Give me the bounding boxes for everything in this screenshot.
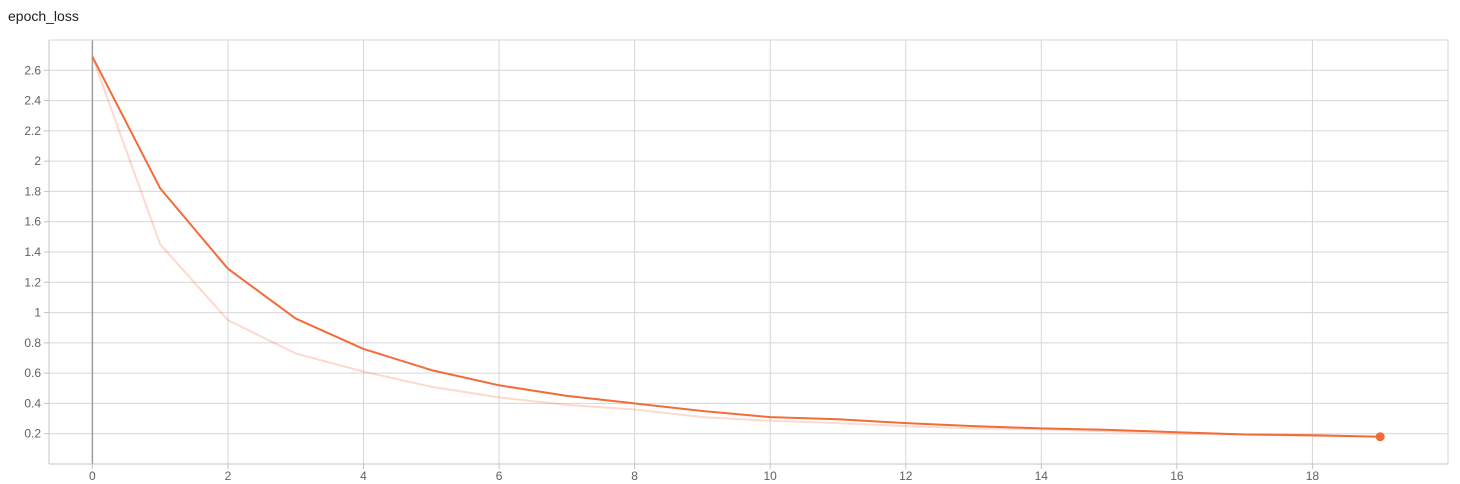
y-tick-label: 1.4 <box>24 245 41 259</box>
y-tick-label: 0.8 <box>24 336 41 350</box>
y-tick-label: 0.2 <box>24 427 41 441</box>
chart-title: epoch_loss <box>8 8 79 24</box>
x-tick-label: 16 <box>1170 469 1184 483</box>
x-tick-label: 8 <box>631 469 638 483</box>
x-tick-label: 10 <box>764 469 778 483</box>
x-tick-label: 2 <box>225 469 232 483</box>
series-line-raw <box>91 56 1381 438</box>
tick-labels: 0.2 0.4 0.6 0.8 1 1.2 1.4 1.6 1.8 2 2.2 2.4 2.6 0 2 4 6 8… <box>24 63 1319 483</box>
y-tick-label: 1.8 <box>24 184 41 198</box>
y-tick-label: 2.2 <box>24 124 41 138</box>
y-tick-label: 2.6 <box>24 63 41 77</box>
series <box>91 56 1385 442</box>
y-tick-label: 2.4 <box>24 94 41 108</box>
x-tick-label: 4 <box>360 469 367 483</box>
series-line-smoothed <box>91 56 1381 438</box>
y-tick-label: 2 <box>34 154 41 168</box>
x-tick-label: 6 <box>496 469 503 483</box>
grid <box>49 40 1448 464</box>
y-tick-label: 1 <box>34 306 41 320</box>
y-tick-label: 0.4 <box>24 396 41 410</box>
x-tick-label: 12 <box>899 469 913 483</box>
axes <box>44 39 1449 469</box>
y-tick-label: 1.2 <box>24 275 41 289</box>
x-tick-label: 18 <box>1306 469 1320 483</box>
x-tick-label: 14 <box>1035 469 1049 483</box>
y-tick-label: 1.6 <box>24 215 41 229</box>
series-end-point[interactable] <box>1375 432 1385 442</box>
x-tick-label: 0 <box>89 469 96 483</box>
y-tick-label: 0.6 <box>24 366 41 380</box>
